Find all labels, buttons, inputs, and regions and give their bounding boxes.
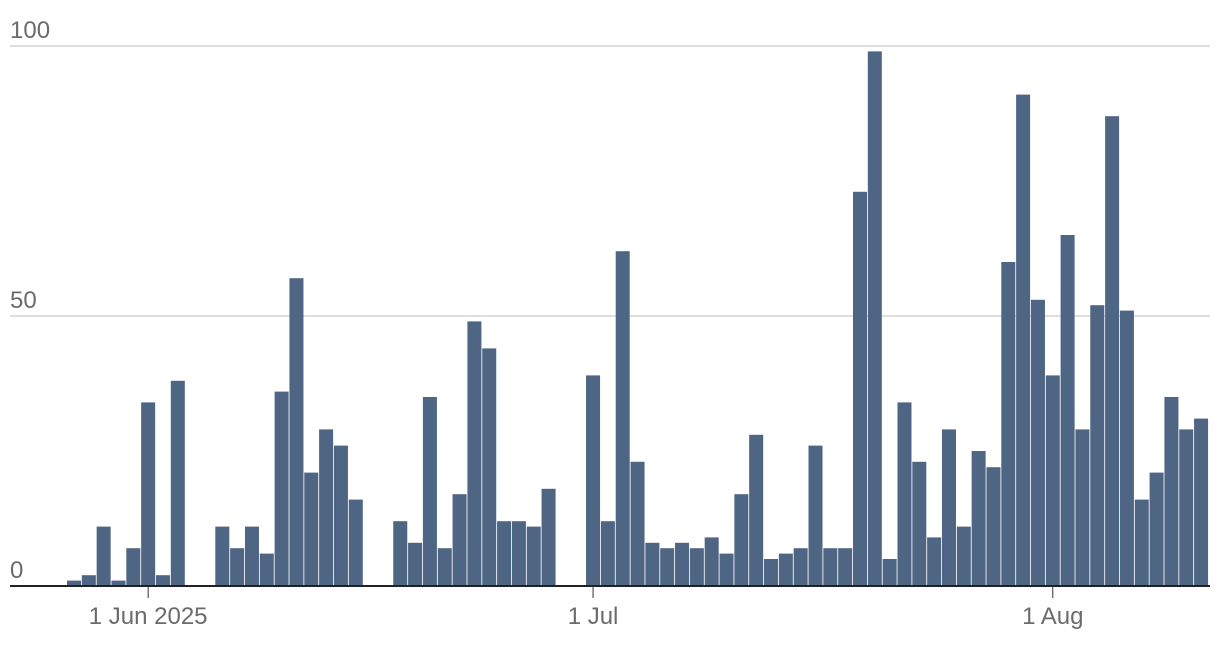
bar	[452, 494, 467, 586]
bar	[808, 445, 823, 586]
bar	[1016, 94, 1031, 586]
bar	[1105, 116, 1120, 586]
bar	[1090, 305, 1105, 586]
bar	[1194, 418, 1209, 586]
bar	[630, 461, 645, 586]
bar	[467, 321, 482, 586]
bar	[615, 251, 630, 586]
bar	[1134, 499, 1149, 586]
bar	[482, 348, 497, 586]
bar	[526, 526, 541, 586]
bar	[823, 548, 838, 586]
bar	[348, 499, 363, 586]
bar	[734, 494, 749, 586]
bar	[81, 575, 96, 586]
bar	[215, 526, 230, 586]
bar	[600, 521, 615, 586]
bar	[1149, 472, 1164, 586]
bar	[497, 521, 512, 586]
x-tick-label: 1 Jun 2025	[89, 603, 208, 630]
bar	[67, 580, 81, 586]
bar	[111, 580, 126, 586]
bar	[170, 380, 185, 586]
bar	[764, 559, 779, 586]
bar	[586, 375, 601, 586]
bar	[1060, 235, 1075, 586]
bar	[689, 548, 704, 586]
bar	[304, 472, 319, 586]
bar	[719, 553, 734, 586]
bar	[1119, 310, 1134, 586]
bar	[422, 397, 437, 586]
bar	[749, 434, 764, 586]
bar	[1045, 375, 1060, 586]
bar	[660, 548, 675, 586]
bar	[778, 553, 793, 586]
bar	[704, 537, 719, 586]
bar	[1075, 429, 1090, 586]
bar	[155, 575, 170, 586]
bar	[437, 548, 452, 586]
bar	[956, 526, 971, 586]
bar	[511, 521, 526, 586]
bar	[126, 548, 141, 586]
bar	[971, 451, 986, 586]
bar	[927, 537, 942, 586]
y-tick-label: 0	[10, 557, 23, 584]
bar	[244, 526, 259, 586]
bar	[1179, 429, 1194, 586]
bar	[645, 542, 660, 586]
bar	[838, 548, 853, 586]
bar	[259, 553, 274, 586]
bar	[333, 445, 348, 586]
bar	[319, 429, 334, 586]
bar	[141, 402, 156, 586]
bar	[882, 559, 897, 586]
bar	[96, 526, 111, 586]
bar	[897, 402, 912, 586]
bar	[289, 278, 304, 586]
bar	[986, 467, 1001, 586]
bar	[675, 542, 690, 586]
bar	[1030, 299, 1045, 586]
y-tick-label: 50	[10, 287, 37, 314]
bar	[941, 429, 956, 586]
bar	[867, 51, 882, 586]
x-tick-label: 1 Aug	[1022, 603, 1083, 630]
bar	[393, 521, 408, 586]
bar	[274, 391, 289, 586]
bar	[230, 548, 245, 586]
bar	[1164, 397, 1179, 586]
x-tick-label: 1 Jul	[568, 603, 619, 630]
bar	[852, 191, 867, 587]
bar	[541, 488, 556, 586]
bar	[408, 542, 423, 586]
y-tick-label: 100	[10, 17, 50, 44]
bar	[793, 548, 808, 586]
bar	[1001, 262, 1016, 586]
bar	[912, 461, 927, 586]
